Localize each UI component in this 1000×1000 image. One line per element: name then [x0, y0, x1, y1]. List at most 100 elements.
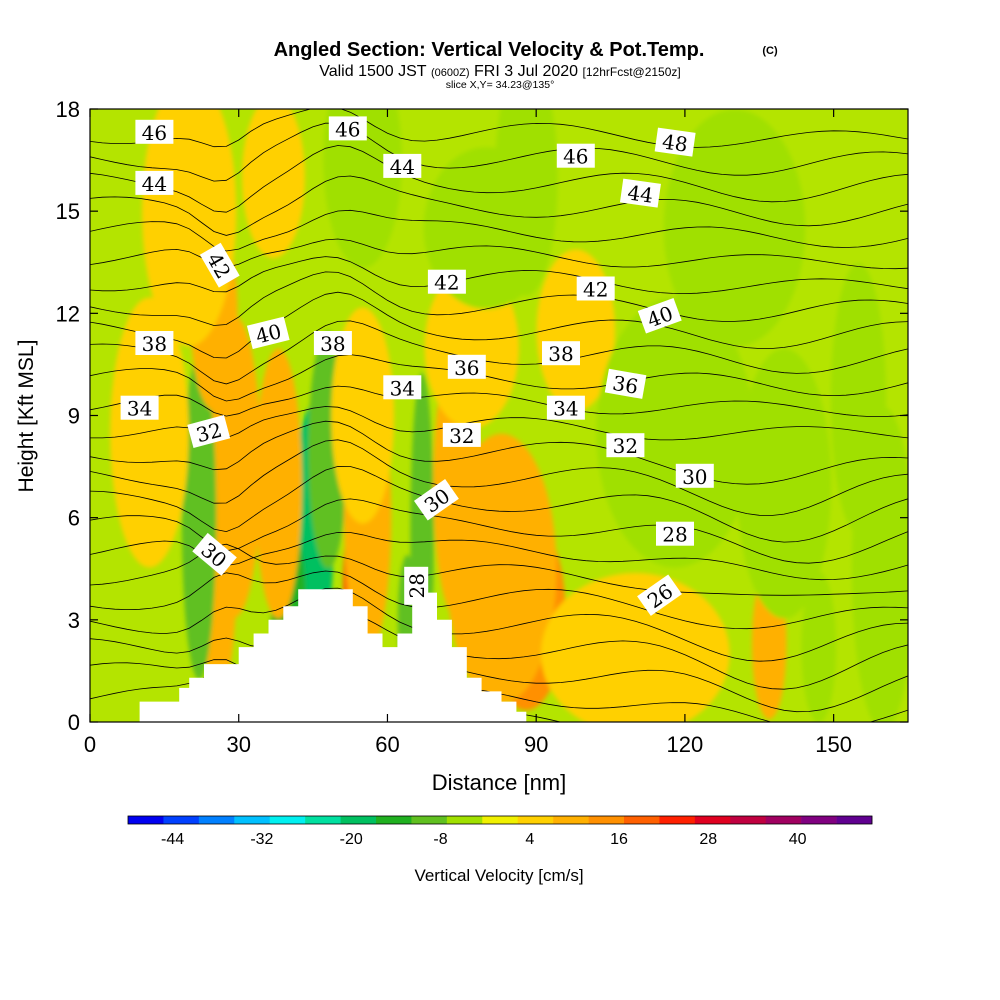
- isotherm-line: [90, 642, 908, 713]
- isotherm-line: [90, 465, 908, 543]
- x-tick-label: 60: [375, 732, 399, 757]
- isotherm-label-bg: [442, 422, 481, 447]
- isotherm-label-bg: [447, 354, 486, 379]
- isotherm-line: [90, 122, 908, 182]
- isotherm-label-bg: [619, 178, 661, 208]
- isotherm-line: [90, 611, 908, 690]
- colorbar-segment: [517, 816, 554, 824]
- colorbar-segment: [411, 816, 448, 824]
- velocity-cell: [446, 433, 557, 704]
- isotherm-label-text: 28: [662, 523, 687, 547]
- isotherm-line: [90, 291, 908, 359]
- colorbar-label: Vertical Velocity [cm/s]: [414, 866, 583, 885]
- colorbar-segment: [659, 816, 696, 824]
- isotherm-line: [90, 209, 908, 252]
- y-tick-label: 12: [56, 301, 80, 326]
- x-axis-label: Distance [nm]: [432, 770, 567, 795]
- colorbar-segment: [765, 816, 802, 824]
- colorbar-segment: [801, 816, 837, 824]
- isotherm-label: 32: [187, 415, 231, 449]
- isotherm-label-bg: [383, 153, 422, 178]
- y-tick-label: 15: [56, 199, 80, 224]
- isotherm-line: [90, 587, 908, 662]
- colorbar-segment: [588, 816, 625, 824]
- isotherm-label-text: 32: [449, 424, 474, 448]
- isotherm-label: 46: [556, 143, 595, 169]
- isotherm-label-text: 42: [434, 271, 459, 295]
- colorbar-segment: [340, 816, 377, 824]
- velocity-cell: [423, 147, 550, 310]
- isotherm-label-bg: [637, 297, 682, 334]
- isotherm-label: 46: [135, 119, 174, 145]
- subtitle-date: FRI 3 Jul 2020: [474, 63, 578, 80]
- isotherm-label-bg: [606, 433, 645, 458]
- colorbar-segment: [128, 816, 164, 824]
- colorbar-tick-label: -32: [250, 831, 273, 848]
- isotherm-label-text: 44: [390, 155, 415, 179]
- colorbar-tick-label: 40: [789, 831, 807, 848]
- y-axis-label: Height [Kft MSL]: [15, 340, 38, 493]
- isotherm-label-bg: [120, 395, 159, 420]
- isotherm-label: 42: [427, 269, 466, 295]
- colorbar-segment: [836, 816, 873, 824]
- isotherm-label-bg: [192, 532, 237, 576]
- isotherm-label-text: 44: [142, 172, 167, 196]
- isotherm-label-text: 38: [142, 332, 167, 356]
- velocity-cell: [663, 109, 806, 347]
- x-tick-label: 120: [667, 732, 704, 757]
- isotherm-label-text: 34: [127, 397, 152, 421]
- velocity-cell: [851, 406, 908, 722]
- colorbar-segment: [553, 816, 589, 824]
- isotherm-label: 38: [313, 331, 352, 356]
- y-tick-label: 6: [68, 506, 80, 531]
- isotherm-label-bg: [637, 574, 682, 616]
- colorbar-segment: [234, 816, 271, 824]
- velocity-cell: [596, 297, 754, 568]
- colorbar: -44 -32 -20 -8 4 16 28 40: [127, 815, 873, 848]
- y-tick-label: 18: [56, 97, 80, 122]
- subtitle-forecast: [12hrFcst@2150z]: [583, 65, 681, 79]
- chart-title-mark: (C): [762, 45, 778, 57]
- isotherm-label: 32: [442, 422, 481, 448]
- isotherm-label-bg: [187, 415, 231, 449]
- chart-title-group: Angled Section: Vertical Velocity & Pot.…: [274, 39, 778, 91]
- colorbar-frame: [127, 815, 873, 825]
- subtitle-valid: Valid 1500 JST: [319, 63, 427, 80]
- colorbar-segment: [163, 816, 200, 824]
- colorbar-tick-label: 4: [525, 831, 534, 848]
- isotherm-label: 32: [606, 433, 645, 458]
- colorbar-tick-label: 28: [699, 831, 717, 848]
- colorbar-segment: [446, 816, 483, 824]
- isotherm-label-text: 42: [583, 278, 608, 302]
- isotherm-line: [90, 543, 908, 596]
- isotherm-label: 44: [135, 170, 174, 196]
- colorbar-segment: [376, 816, 412, 824]
- isotherm-label-bg: [413, 479, 459, 521]
- colorbar-segment: [269, 816, 306, 824]
- isotherm-label: 48: [654, 127, 696, 157]
- isotherm-label-bg: [313, 331, 352, 355]
- isotherm-label-bg: [604, 368, 647, 399]
- isotherm-label-bg: [404, 566, 429, 605]
- isotherm-line: [90, 145, 908, 213]
- colorbar-tick-label: -8: [433, 831, 447, 848]
- velocity-cell: [110, 297, 189, 568]
- isotherm-label: 28: [656, 521, 694, 547]
- velocity-cell: [254, 348, 302, 619]
- isotherm-label: 44: [619, 178, 661, 208]
- isotherm-line: [90, 439, 908, 516]
- colorbar-tick-label: -44: [161, 831, 184, 848]
- velocity-cell: [541, 572, 730, 722]
- isotherm-label-text: 38: [548, 342, 573, 366]
- isotherm-line: [90, 570, 908, 630]
- colorbar-segment: [694, 816, 731, 824]
- isotherm-line: [90, 175, 908, 236]
- isotherm-label-text: 32: [613, 434, 638, 458]
- isotherm-label: 36: [447, 354, 486, 380]
- isotherm-label-text: 28: [405, 573, 429, 598]
- isotherm-line: [90, 320, 908, 385]
